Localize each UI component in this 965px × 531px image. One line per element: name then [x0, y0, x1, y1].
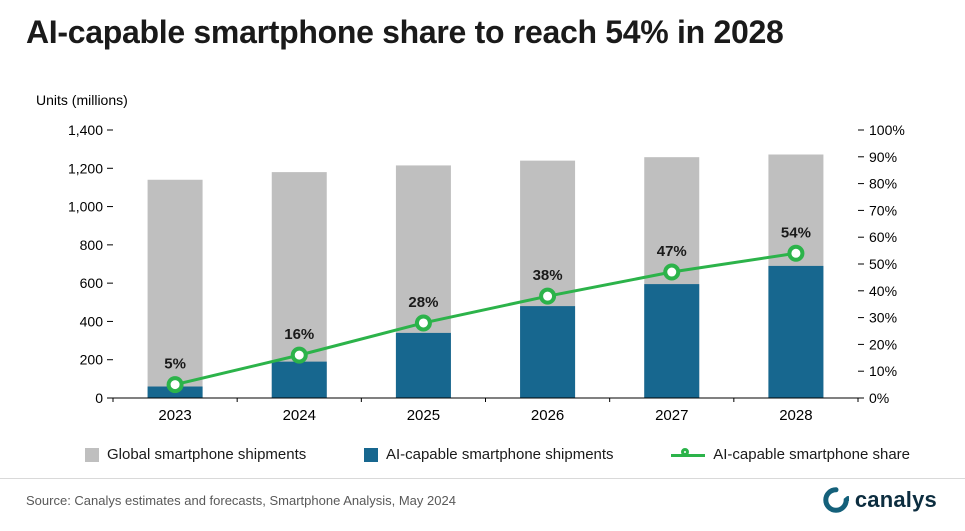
left-axis-title: Units (millions) — [36, 92, 128, 108]
x-axis-category-label: 2028 — [779, 407, 812, 424]
ai-share-data-label: 54% — [781, 224, 811, 241]
ai-share-marker — [414, 314, 432, 332]
canalys-wordmark: canalys — [854, 487, 937, 512]
right-axis-tick-label: 70% — [869, 202, 897, 218]
right-axis-tick-label: 80% — [869, 176, 897, 192]
left-axis-tick-label: 200 — [80, 352, 104, 368]
green-line-marker-swatch-icon — [671, 447, 706, 463]
left-axis-tick-label: 600 — [80, 275, 104, 291]
ai-share-marker — [290, 346, 308, 364]
ai-share-line — [174, 251, 797, 387]
left-axis-tick-label: 1,400 — [68, 122, 103, 138]
legend-item-ai-share: AI-capable smartphone share — [671, 446, 910, 463]
right-axis-tick-label: 100% — [869, 122, 905, 138]
x-axis-category-label: 2023 — [158, 407, 191, 424]
right-axis-tick-label: 20% — [869, 336, 897, 352]
footer-divider — [0, 478, 965, 479]
chart-title: AI-capable smartphone share to reach 54%… — [26, 14, 784, 50]
ai-share-marker — [663, 263, 681, 281]
combo-chart: 0 200 400 600 800 1,000 1,200 1,400 0% 10% 20% 30% 4… — [68, 122, 905, 424]
right-axis-tick-label: 10% — [869, 363, 897, 379]
legend-item-ai-shipments: AI-capable smartphone shipments — [363, 446, 614, 463]
ai-share-data-label: 16% — [284, 326, 314, 343]
ai-share-data-label: 5% — [164, 356, 186, 373]
legend: Global smartphone shipments AI-capable s… — [0, 446, 965, 463]
x-axis-category-label: 2026 — [531, 407, 564, 424]
right-axis-tick-label: 40% — [869, 283, 897, 299]
right-axis-tick-label: 50% — [869, 256, 897, 272]
legend-label: AI-capable smartphone share — [713, 446, 910, 463]
right-axis-tick-label: 60% — [869, 229, 897, 245]
gray-square-swatch-icon — [85, 447, 99, 462]
legend-label: Global smartphone shipments — [107, 446, 307, 463]
ai-shipments-bar — [644, 284, 700, 398]
ai-share-data-label: 38% — [533, 267, 563, 284]
left-axis-tick-label: 0 — [95, 390, 103, 406]
ai-shipments-bar — [520, 306, 576, 398]
left-axis-tick-label: 1,200 — [68, 160, 103, 176]
ai-share-marker — [166, 376, 184, 394]
ai-shipments-bar — [768, 265, 824, 398]
ai-shipments-bar — [271, 361, 327, 398]
canalys-logo: canalys — [823, 487, 937, 513]
x-axis-category-label: 2027 — [655, 407, 688, 424]
ai-share-marker — [539, 287, 557, 305]
ai-share-marker — [787, 244, 805, 262]
global-shipments-bar — [147, 179, 203, 398]
source-note: Source: Canalys estimates and forecasts,… — [26, 493, 456, 508]
ai-share-data-label: 47% — [657, 243, 687, 260]
left-axis-tick-label: 400 — [80, 313, 104, 329]
legend-item-global-shipments: Global smartphone shipments — [85, 446, 306, 463]
canalys-swirl-icon — [823, 487, 849, 513]
x-axis-category-label: 2024 — [283, 407, 316, 424]
blue-square-swatch-icon — [363, 447, 378, 462]
left-axis-tick-label: 1,000 — [68, 199, 103, 215]
right-axis-tick-label: 90% — [869, 149, 897, 165]
right-axis-tick-label: 30% — [869, 310, 897, 326]
right-axis-tick-label: 0% — [869, 390, 889, 406]
ai-share-data-label: 28% — [408, 294, 438, 311]
left-axis-tick-label: 800 — [80, 237, 104, 253]
ai-shipments-bar — [395, 332, 451, 398]
x-axis-category-label: 2025 — [407, 407, 440, 424]
legend-label: AI-capable smartphone shipments — [385, 446, 614, 463]
